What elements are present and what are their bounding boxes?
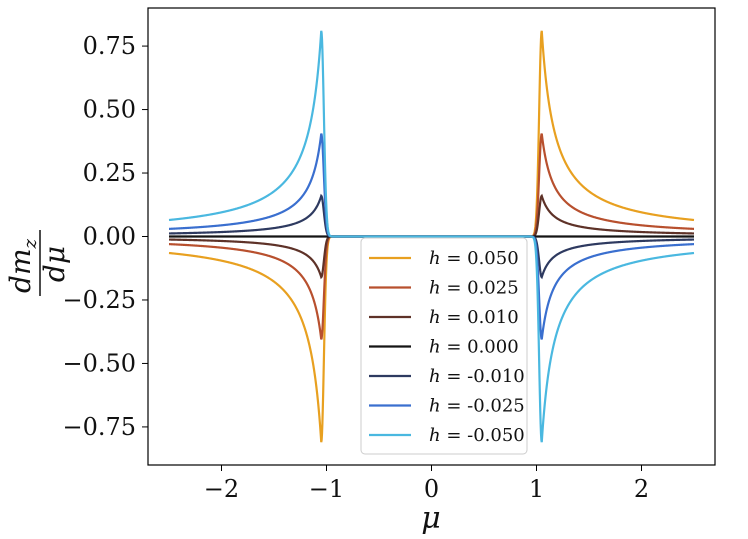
x-tick-label: −2 [204,475,239,503]
legend: h = 0.050 h = 0.025 h = 0.010 h = 0.000 h = … [360,237,528,455]
y-tick-label: −0.25 [62,286,136,314]
axis-ticks: −2 −1 0 1 2 0.75 0.50 0.25 0.00 −0.25 −0.50 −0.75 [62,32,649,503]
x-tick-label: 0 [424,475,439,503]
y-tick-label: −0.75 [62,413,136,441]
y-label-subscript: z [20,239,41,250]
legend-entry: h = 0.000 [429,337,519,358]
svg-text:dmz: dmz [4,239,41,293]
legend-entry: h = -0.010 [429,366,525,387]
y-axis-label: dmz dμ [4,230,71,296]
legend-entry: h = -0.050 [429,425,525,446]
y-label-denominator: dμ [38,246,71,282]
x-tick-label: 2 [634,475,649,503]
y-tick-label: 0.75 [83,32,136,60]
legend-entry: h = 0.050 [429,248,519,269]
legend-entry: h = 0.010 [429,307,519,328]
y-tick-label: 0.25 [83,159,136,187]
y-label-numerator: dm [4,249,37,293]
y-tick-label: 0.50 [83,96,136,124]
legend-entry: h = 0.025 [429,278,519,299]
y-tick-label: 0.00 [83,223,136,251]
legend-entry: h = -0.025 [429,396,525,417]
x-tick-label: 1 [529,475,544,503]
series-line [168,30,695,443]
series-lines [168,30,695,443]
x-tick-label: −1 [309,475,344,503]
legend-box [360,237,528,455]
x-axis-label: μ [421,501,441,536]
y-tick-label: −0.50 [62,349,136,377]
